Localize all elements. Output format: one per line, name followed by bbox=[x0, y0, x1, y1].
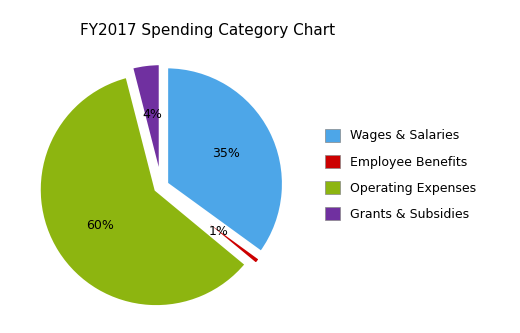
Text: 4%: 4% bbox=[142, 108, 162, 121]
Wedge shape bbox=[166, 190, 261, 265]
Wedge shape bbox=[166, 67, 283, 253]
Wedge shape bbox=[39, 76, 246, 307]
Text: 60%: 60% bbox=[86, 219, 114, 232]
Text: 35%: 35% bbox=[212, 147, 240, 160]
Wedge shape bbox=[132, 64, 161, 181]
Text: 1%: 1% bbox=[209, 224, 229, 237]
Text: FY2017 Spending Category Chart: FY2017 Spending Category Chart bbox=[81, 23, 335, 38]
Legend: Wages & Salaries, Employee Benefits, Operating Expenses, Grants & Subsidies: Wages & Salaries, Employee Benefits, Ope… bbox=[318, 123, 482, 227]
